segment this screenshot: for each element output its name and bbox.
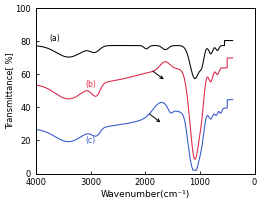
Y-axis label: Transmittance[ %]: Transmittance[ %] (5, 53, 14, 129)
Text: (b): (b) (85, 80, 96, 89)
Text: (c): (c) (85, 136, 95, 145)
Text: (a): (a) (50, 34, 60, 43)
X-axis label: Wavenumber(cm⁻¹): Wavenumber(cm⁻¹) (101, 190, 190, 199)
